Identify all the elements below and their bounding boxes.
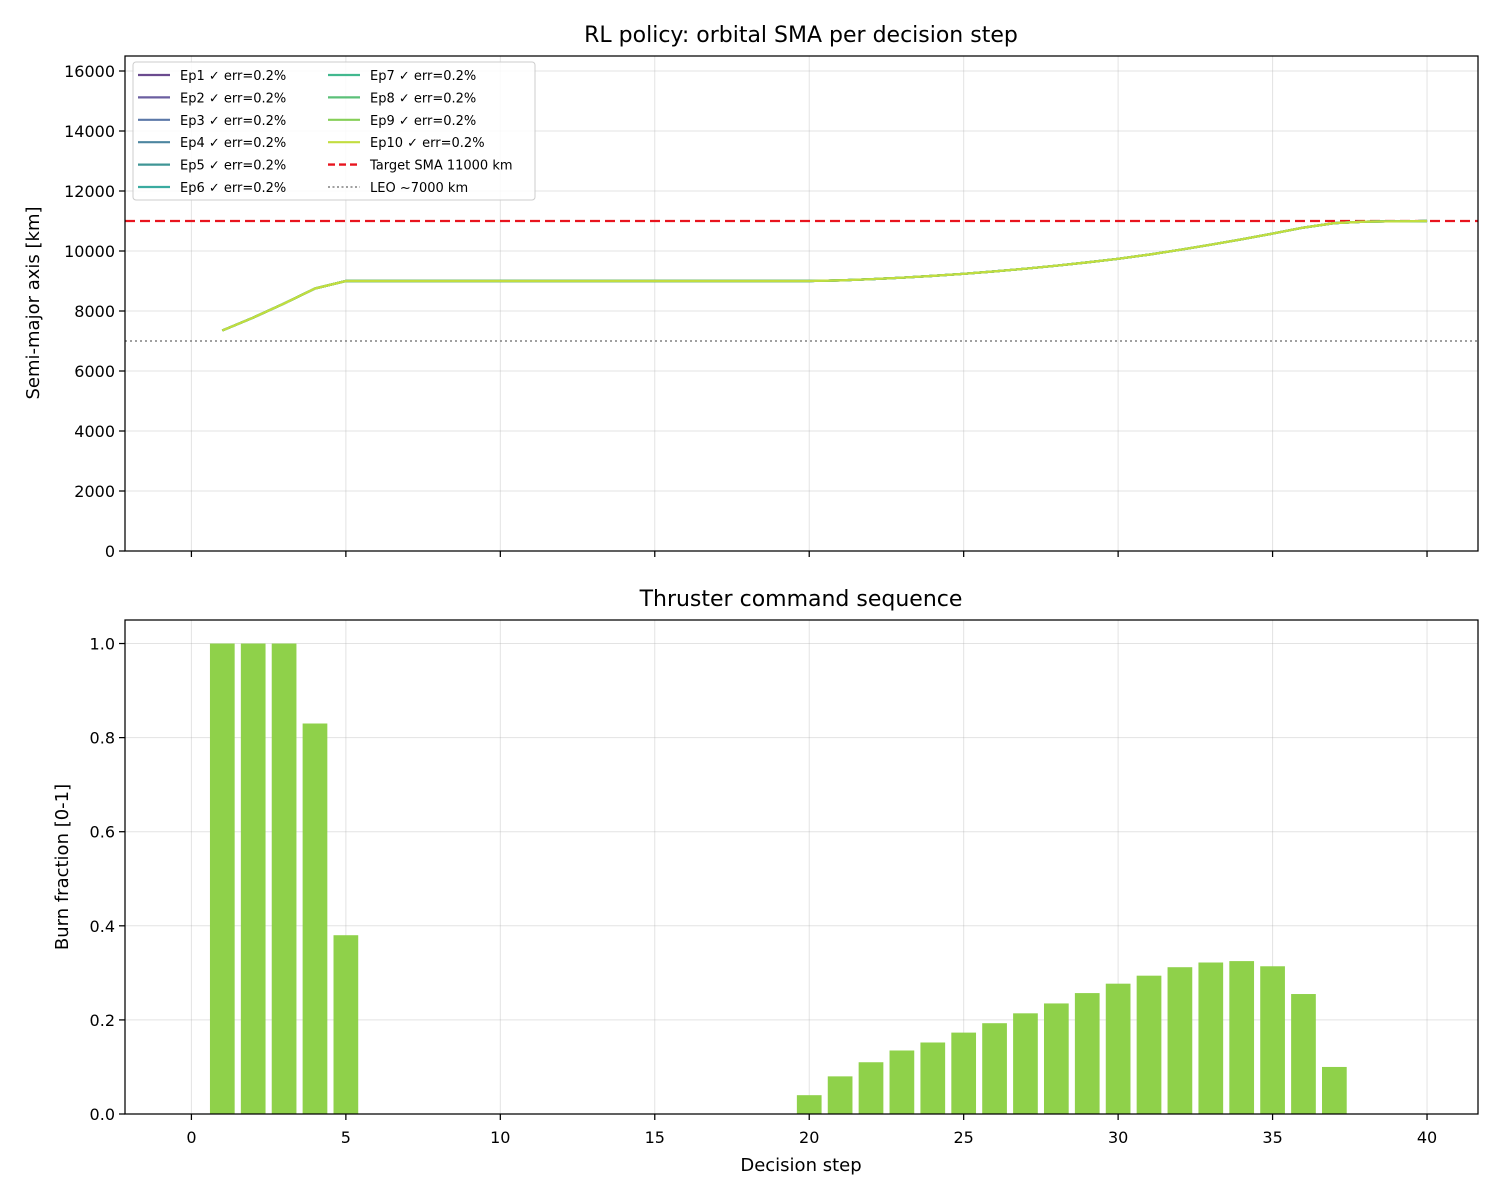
thruster-bar [1136,975,1162,1114]
legend-entry-label: Target SMA 11000 km [369,159,513,174]
sma-chart-title: RL policy: orbital SMA per decision step [584,23,1018,48]
legend-entry-label: Ep4 ✓ err=0.2% [180,136,286,151]
thruster-y-tick-label: 0.6 [90,823,115,842]
legend-entry-label: Ep5 ✓ err=0.2% [180,159,286,174]
thruster-bar [796,1095,822,1114]
thruster-bar [1013,1013,1038,1114]
x-tick-label: 35 [1262,1128,1282,1147]
thruster-bar [1043,1003,1069,1114]
thruster-y-tick-label: 0.2 [90,1011,115,1030]
thruster-bar [302,723,328,1114]
thruster-panel: Thruster command sequence Burn fraction … [52,587,1479,1176]
sma-reference-lines [125,219,1478,342]
thruster-y-tick-label: 0.0 [90,1105,115,1124]
legend-entry-label: Ep6 ✓ err=0.2% [180,181,286,196]
legend-entry-label: Ep10 ✓ err=0.2% [370,136,485,151]
thruster-bar [827,1076,853,1114]
sma-y-tick-label: 14000 [64,122,115,141]
thruster-bar [209,643,235,1114]
thruster-bar [333,935,359,1114]
sma-legend: Ep1 ✓ err=0.2% Ep2 ✓ err=0.2% Ep3 ✓ err=0.… [132,61,536,201]
sma-y-tick-label: 16000 [64,62,115,81]
thruster-axis-ticks: 0 5 10 15 20 25 30 35 40 0.0 0.2 0.4 0.6 0.8 1.0 [90,635,1438,1147]
sma-panel: RL policy: orbital SMA per decision step… [23,23,1479,561]
thruster-bar [240,643,266,1114]
thruster-y-tick-label: 1.0 [90,635,115,654]
sma-axis-ticks: 0 2000 4000 6000 8000 10000 12000 14000 16000 [64,62,1428,561]
thruster-bar [920,1042,946,1114]
thruster-bar [982,1023,1007,1114]
thruster-bar [1291,994,1316,1114]
legend-entry-label: Ep1 ✓ err=0.2% [180,69,286,84]
sma-y-tick-label: 10000 [64,242,115,261]
legend-entry-label: Ep2 ✓ err=0.2% [180,91,286,106]
x-axis-label: Decision step [740,1155,861,1176]
sma-plot-frame [124,55,1479,552]
thruster-bar [1167,967,1193,1114]
thruster-bar [1322,1066,1347,1114]
sma-series-line-ep10 [221,219,1428,332]
legend-box [132,61,536,201]
legend-entry-label: Ep8 ✓ err=0.2% [370,91,476,106]
legend-entry-label: Ep9 ✓ err=0.2% [370,114,476,129]
thruster-bar [889,1050,915,1114]
thruster-y-tick-label: 0.8 [90,729,115,748]
thruster-bar [1260,966,1285,1114]
x-tick-label: 10 [490,1128,510,1147]
thruster-plot-frame [124,619,1479,1115]
x-tick-label: 30 [1108,1128,1128,1147]
x-tick-label: 15 [645,1128,665,1147]
legend-entry-label: Ep3 ✓ err=0.2% [180,114,286,129]
x-tick-label: 0 [186,1128,196,1147]
x-tick-label: 5 [341,1128,351,1147]
thruster-bar [858,1062,884,1114]
thruster-y-axis-label: Burn fraction [0-1] [52,784,73,950]
sma-y-tick-label: 0 [105,542,115,561]
sma-y-tick-label: 12000 [64,182,115,201]
thruster-y-tick-label: 0.4 [90,917,115,936]
legend-entry-label: LEO ~7000 km [370,181,468,196]
x-tick-label: 40 [1417,1128,1437,1147]
sma-series-lines [221,219,1428,332]
legend-entry-label: Ep7 ✓ err=0.2% [370,69,476,84]
sma-y-tick-label: 8000 [74,302,115,321]
sma-y-tick-label: 6000 [74,362,115,381]
sma-y-tick-label: 2000 [74,482,115,501]
thruster-bar [1074,993,1100,1114]
sma-y-tick-label: 4000 [74,422,115,441]
thruster-bar [1105,983,1131,1114]
x-tick-label: 25 [953,1128,973,1147]
thruster-bar [1229,961,1255,1114]
thruster-bars [209,643,1347,1114]
thruster-bar [1198,962,1224,1114]
thruster-bar [271,643,297,1114]
x-tick-label: 20 [799,1128,819,1147]
sma-y-axis-label: Semi-major axis [km] [23,206,44,399]
thruster-chart-title: Thruster command sequence [639,587,963,612]
thruster-bar [951,1032,977,1114]
